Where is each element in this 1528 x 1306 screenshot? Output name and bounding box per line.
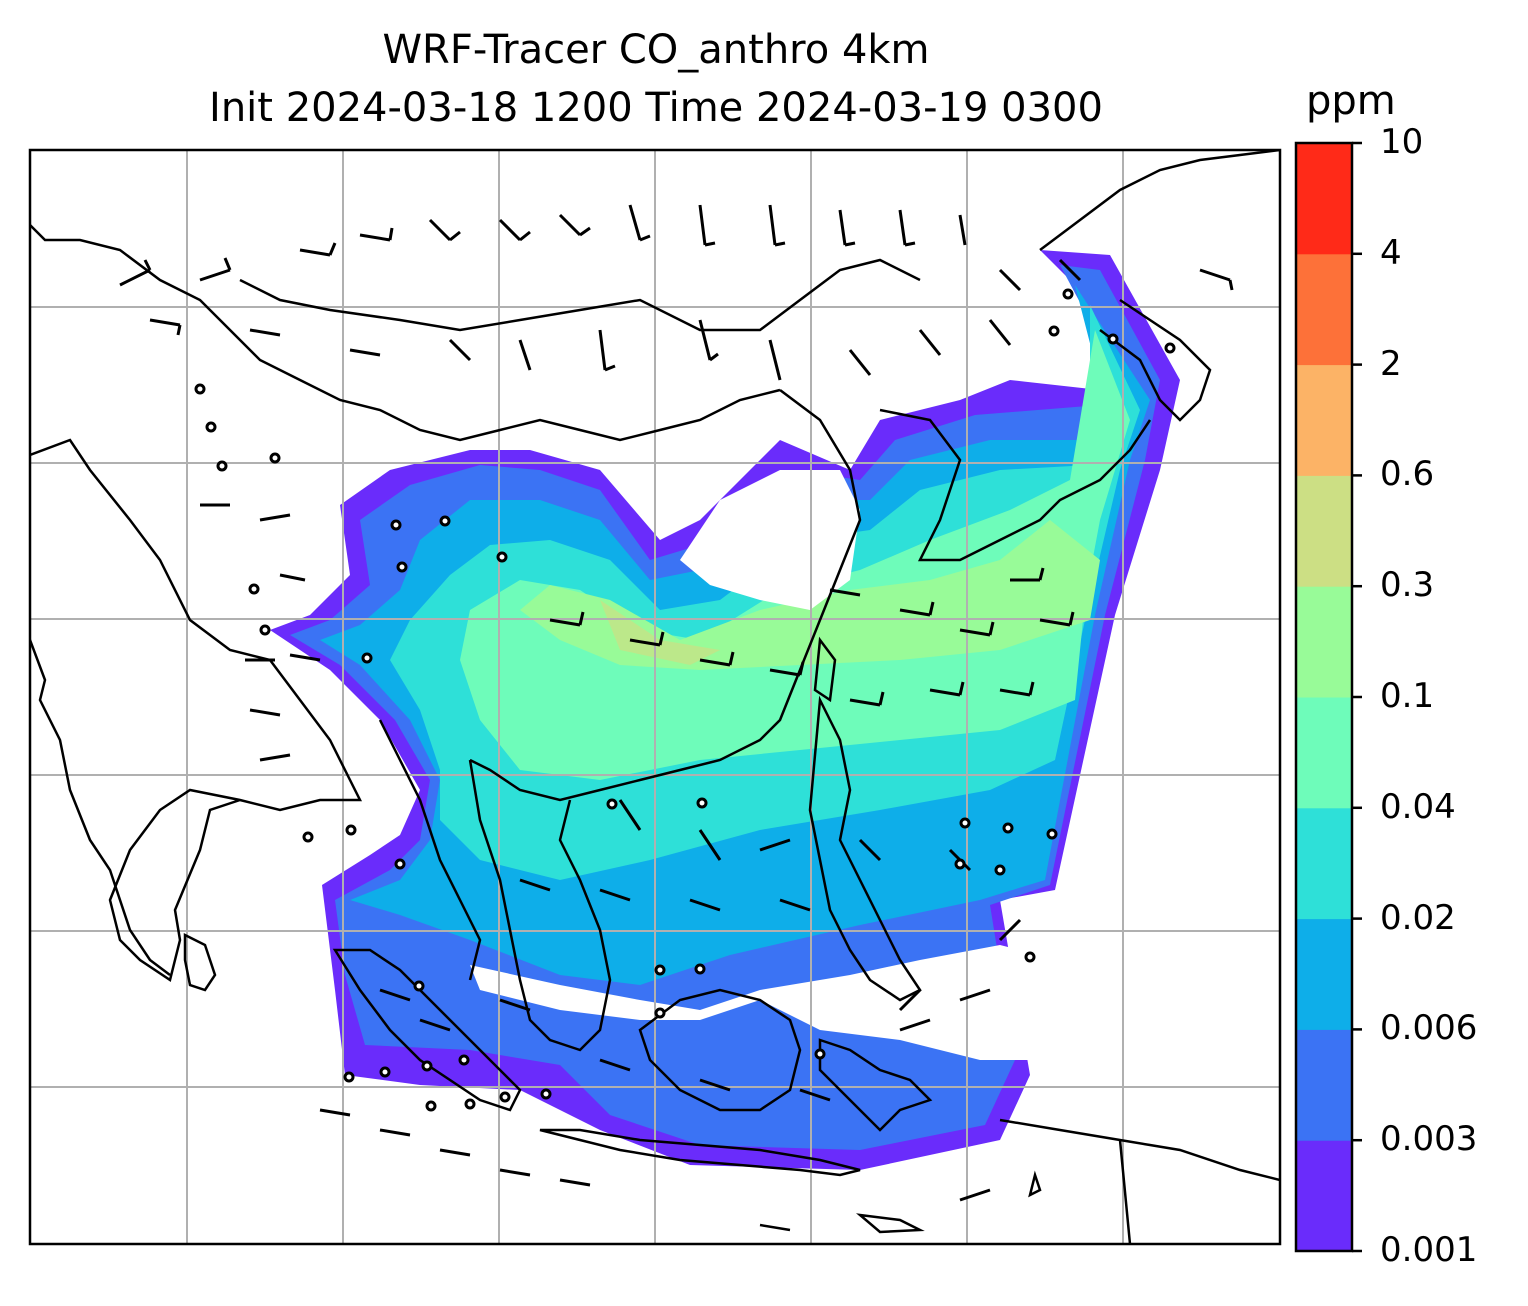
- field-level-03: [600, 600, 720, 665]
- colorbar-tick-label: 0.006: [1380, 1008, 1478, 1049]
- coast-sulawesi: [818, 1038, 933, 1132]
- colorbar-segment: [1296, 364, 1352, 476]
- coast-china-east: [469, 389, 862, 802]
- colorbar-segment: [1296, 697, 1352, 809]
- coast-indochina: [468, 759, 612, 1052]
- colorbar-segment: [1296, 807, 1352, 920]
- coast-taiwan: [813, 636, 837, 703]
- colorbar-tick-label: 0.003: [1380, 1119, 1478, 1160]
- wind-barbs: [119, 204, 1234, 1202]
- map-title-line2: Init 2024-03-18 1200 Time 2024-03-19 030…: [209, 85, 1103, 131]
- coast-sumatra: [332, 948, 522, 1112]
- field-gap-north: [680, 470, 860, 610]
- colorbar-tick-label: 0.04: [1380, 786, 1456, 827]
- map-panel: [30, 150, 1280, 1244]
- field-level-01: [520, 520, 1100, 670]
- map-frame: [28, 148, 1282, 1246]
- colorbar-tick-label: 2: [1380, 343, 1402, 384]
- coast-timor: [759, 1170, 1042, 1234]
- coast-kamchatka: [1039, 150, 1280, 251]
- colorbar-segment: [1296, 1029, 1352, 1141]
- colorbar-unit-label: ppm: [1306, 78, 1396, 124]
- coast-myanmar: [378, 719, 482, 981]
- colorbar-tick-label: 4: [1380, 232, 1402, 273]
- coast-java: [539, 1128, 861, 1177]
- coast-himalaya: [30, 224, 781, 442]
- coast-borneo: [638, 988, 802, 1112]
- colorbar-segment: [1296, 143, 1352, 255]
- colorbar-tick-label: 0.3: [1380, 565, 1435, 606]
- coastlines: [30, 150, 1280, 1244]
- colorbar-segment: [1296, 1140, 1352, 1252]
- colorbar-tick-label: 0.1: [1380, 676, 1435, 716]
- colorbar-segment: [1296, 586, 1352, 698]
- colorbar-segment: [1296, 253, 1352, 366]
- colorbar-tick-label: 0.6: [1380, 454, 1435, 495]
- field-gap-south: [470, 945, 1040, 1060]
- colorbar-tick-label: 0.001: [1380, 1230, 1478, 1270]
- calm-wind-markers: [194, 288, 1176, 1112]
- coast-korea-japan: [879, 408, 1152, 562]
- colorbar: [1294, 141, 1362, 1253]
- field-level-004: [460, 330, 1130, 780]
- coast-japan-north: [1099, 298, 1212, 422]
- colorbar-segment: [1296, 918, 1352, 1030]
- map-title-line1: WRF-Tracer CO_anthro 4km: [382, 27, 930, 73]
- coast-mongolia: [239, 258, 921, 332]
- colorbar-tick-label: 0.02: [1380, 897, 1456, 938]
- coast-srilanka: [183, 932, 217, 992]
- colorbar-segment: [1296, 475, 1352, 587]
- coast-newguinea: [999, 1118, 1280, 1244]
- coast-india-west: [30, 639, 171, 976]
- colorbar-tick-label: 10: [1380, 122, 1424, 162]
- coast-india: [30, 438, 363, 983]
